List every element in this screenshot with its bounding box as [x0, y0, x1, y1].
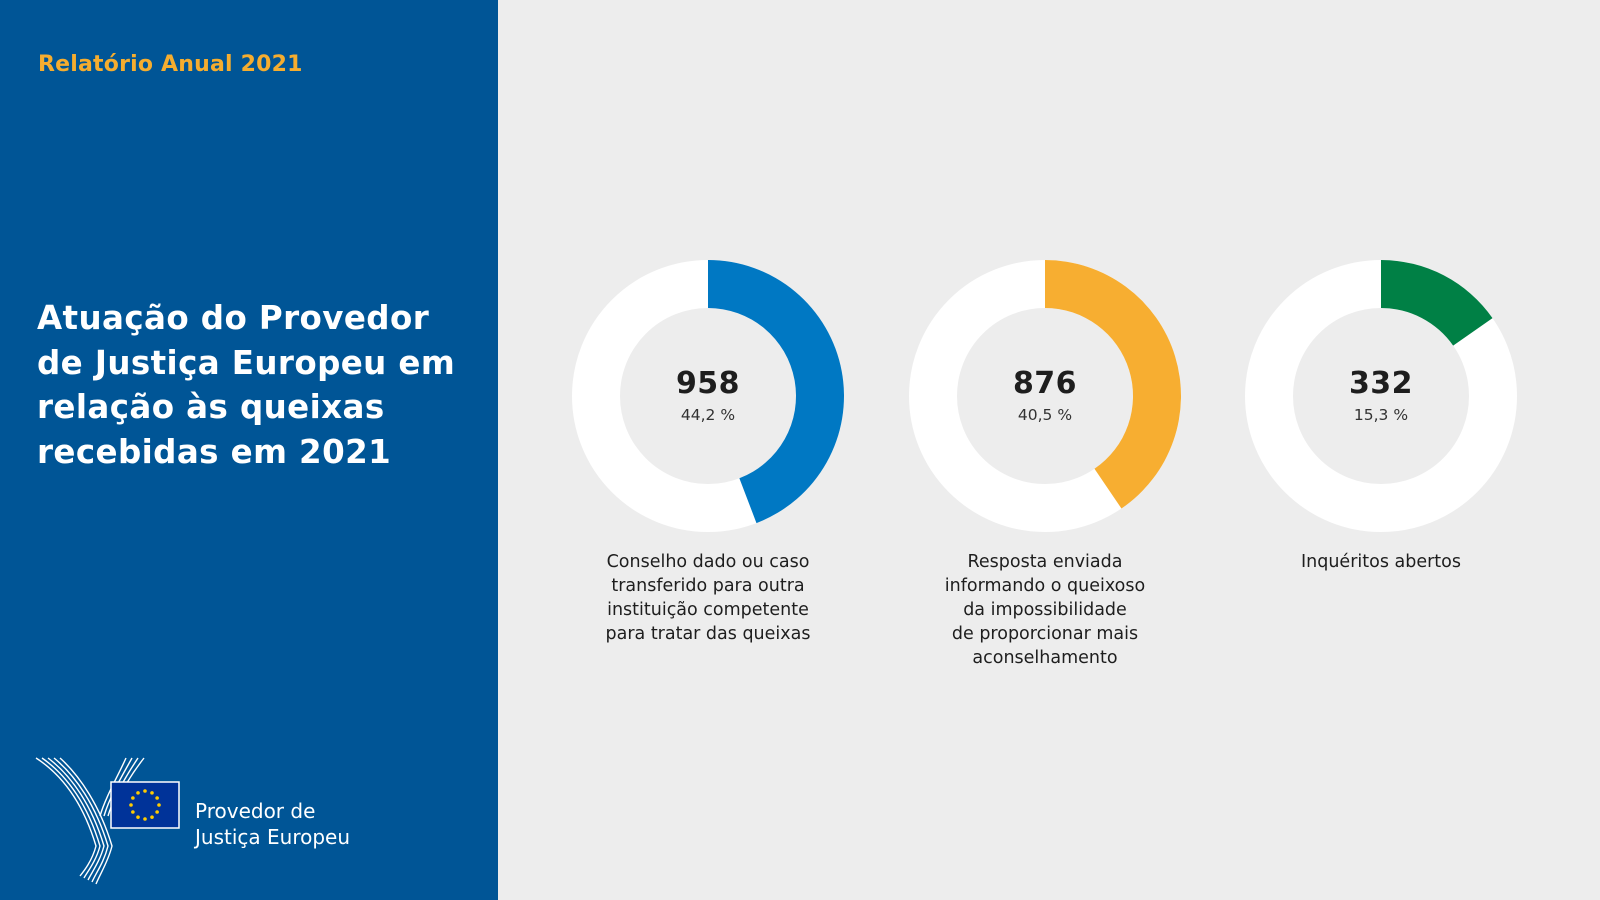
page-title: Atuação do Provedor de Justiça Europeu e…: [37, 299, 456, 471]
donut-value: 332: [1348, 366, 1414, 401]
logo-text-line1: Provedor de: [195, 799, 316, 823]
donut-caption: Conselho dado ou caso transferido para o…: [605, 552, 811, 644]
logo-text: Provedor de Justiça Europeu: [195, 798, 350, 850]
charts-area: 958 44,2 % Conselho dado ou caso transfe…: [498, 0, 1600, 900]
donut-caption: Inquéritos abertos: [1300, 552, 1461, 572]
logo-text-line2: Justiça Europeu: [195, 825, 351, 849]
donut-caption: Resposta enviada informando o queixoso d…: [944, 552, 1146, 668]
donut-card-reply: 876 40,5 % Resposta enviada informando o…: [900, 258, 1190, 670]
donut-chart-advice: [572, 260, 844, 532]
donut-slice: [1045, 260, 1181, 509]
donut-percent: 40,5 %: [1017, 406, 1073, 424]
donut-value: 876: [1012, 366, 1078, 401]
sidebar-panel: Relatório Anual 2021 Atuação do Provedor…: [0, 0, 498, 900]
report-label: Relatório Anual 2021: [38, 52, 303, 77]
donut-percent: 44,2 %: [680, 406, 736, 424]
donut-card-inquiries: 332 15,3 % Inquéritos abertos: [1236, 258, 1526, 574]
eu-flag-icon: [110, 781, 180, 829]
ombudsman-logo: [35, 757, 180, 885]
donut-percent: 15,3 %: [1353, 406, 1409, 424]
donut-slice: [1381, 260, 1493, 346]
donut-card-advice: 958 44,2 % Conselho dado ou caso transfe…: [563, 258, 853, 646]
donut-chart-reply: [909, 260, 1181, 532]
donut-value: 958: [675, 366, 741, 401]
donut-chart-inquiries: [1245, 260, 1517, 532]
donut-slice: [708, 260, 844, 524]
